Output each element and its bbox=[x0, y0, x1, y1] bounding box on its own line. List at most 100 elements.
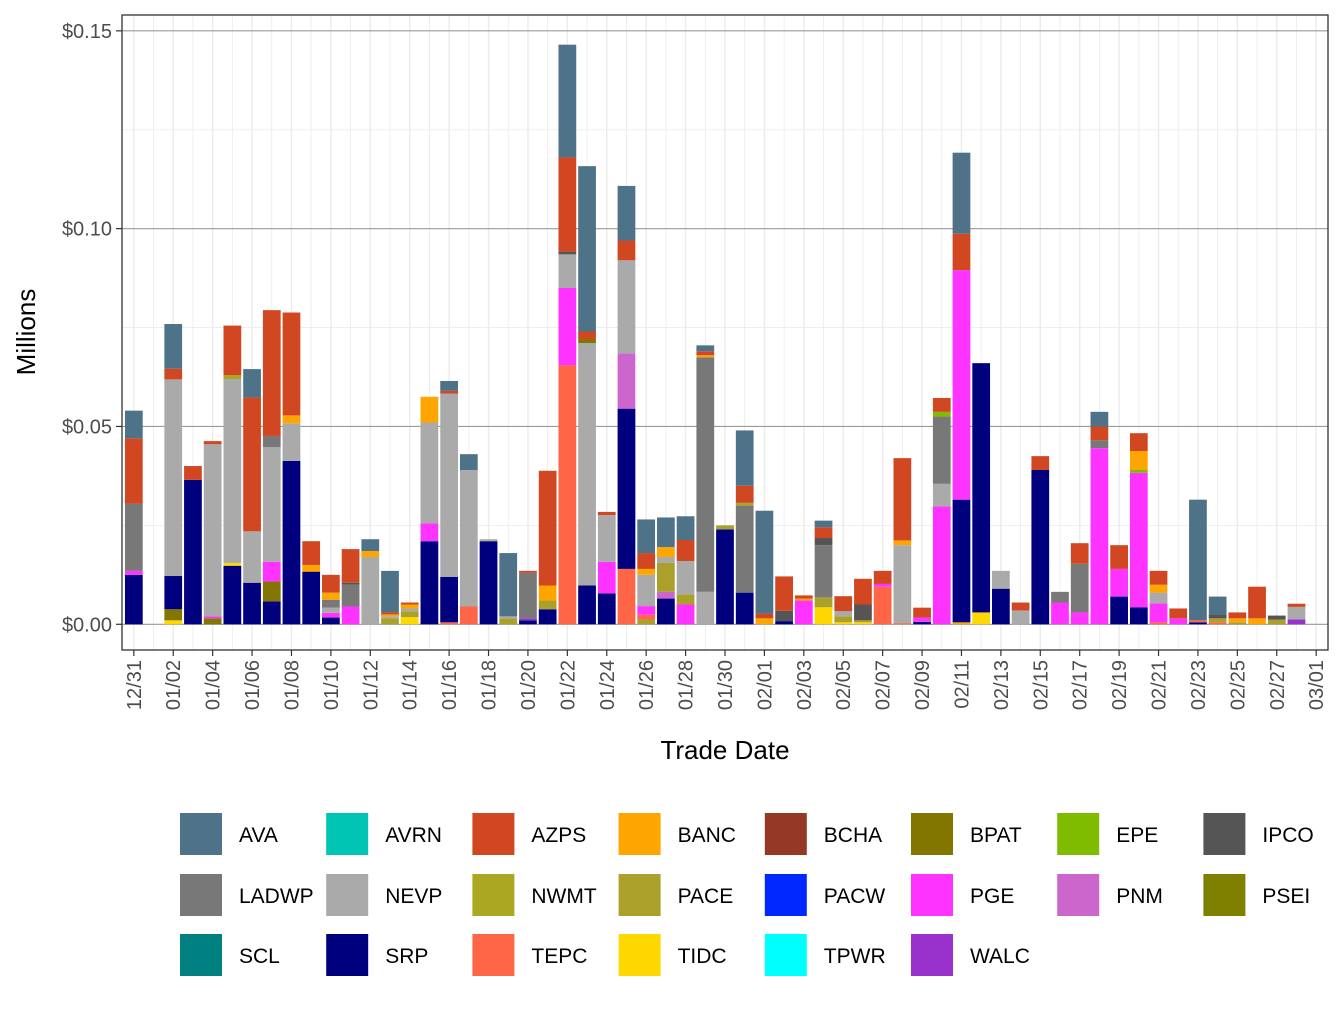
bar-segment-srp-01-07 bbox=[262, 601, 281, 625]
x-tick-label: 01/16 bbox=[439, 660, 461, 710]
bar-segment-pace-01-13 bbox=[381, 618, 399, 625]
bar-segment-ava-02-11 bbox=[952, 152, 971, 234]
bar-segment-banc-01-09 bbox=[302, 564, 321, 572]
bar-segment-pge-01-04 bbox=[203, 616, 222, 619]
legend-item-ipco: IPCO bbox=[1203, 813, 1314, 855]
bar-segment-srp-01-10 bbox=[322, 617, 340, 625]
bar-segment-srp-02-13 bbox=[992, 588, 1010, 625]
bar-segment-banc-02-25 bbox=[1228, 618, 1247, 623]
bar-segment-azps-02-07 bbox=[873, 570, 892, 584]
bar-segment-ava-02-24 bbox=[1208, 596, 1227, 615]
bar-segment-banc-01-08 bbox=[282, 415, 301, 424]
x-tick-label: 01/08 bbox=[281, 660, 303, 710]
bar-segment-pge-02-16 bbox=[1051, 602, 1069, 625]
bar-segment-nevp-01-24 bbox=[597, 515, 616, 562]
legend-item-psei: PSEI bbox=[1203, 874, 1310, 916]
bar-segment-azps-01-21 bbox=[538, 470, 557, 586]
x-tick-label: 02/01 bbox=[754, 660, 776, 710]
y-tick-label: $0.00 bbox=[62, 614, 112, 636]
bar-segment-azps-02-17 bbox=[1070, 543, 1089, 564]
bar-segment-ava-01-31 bbox=[735, 430, 754, 486]
bar-segment-pace-01-14 bbox=[400, 611, 419, 618]
bar-segment-azps-02-18 bbox=[1090, 426, 1109, 441]
bar-segment-nevp-02-21 bbox=[1149, 592, 1168, 604]
legend: AVA AVRN AZPS BANC BCHA BPAT EPE IPCO LADWP NEVP N… bbox=[180, 813, 1314, 976]
bar-segment-pace-01-21 bbox=[538, 600, 557, 610]
bar-segment-ladwp-02-04 bbox=[814, 545, 833, 598]
legend-swatch bbox=[1057, 874, 1100, 916]
bar-segment-bpat-01-07 bbox=[262, 581, 281, 602]
bar-segment-banc-01-14 bbox=[400, 604, 419, 609]
bar-segment-ava-01-06 bbox=[243, 369, 261, 398]
bar-segment-ava-02-23 bbox=[1189, 499, 1207, 621]
bar-segment-tepc-01-26 bbox=[637, 614, 656, 620]
bar-segment-tepc-02-23 bbox=[1189, 620, 1207, 623]
bar-segment-nevp-01-10 bbox=[322, 607, 340, 613]
legend-swatch bbox=[911, 934, 953, 976]
bar-segment-azps-02-06 bbox=[854, 578, 872, 605]
bar-segment-azps-01-08 bbox=[282, 312, 301, 416]
bar-segment-azps-01-07 bbox=[262, 310, 281, 436]
bar-segment-tidc-02-04 bbox=[814, 607, 833, 625]
bar-segment-azps-01-31 bbox=[735, 485, 754, 503]
bar-segment-srp-01-15 bbox=[420, 541, 439, 625]
bar-segment-pge-02-07 bbox=[873, 583, 892, 587]
bar-segment-ava-01-25 bbox=[617, 185, 636, 241]
bar-segment-azps-02-08 bbox=[893, 458, 912, 541]
bar-segment-nevp-01-07 bbox=[262, 447, 281, 562]
x-axis: 12/31 01/02 01/04 01/06 01/08 01/10 01/12 01/14… bbox=[124, 650, 1328, 710]
bar-segment-azps-02-20 bbox=[1129, 433, 1148, 451]
bar-segment-ipco-02-06 bbox=[854, 604, 872, 621]
x-tick-label: 02/27 bbox=[1267, 660, 1289, 710]
bar-segment-ava-02-18 bbox=[1090, 411, 1109, 427]
legend-item-nwmt: NWMT bbox=[472, 874, 597, 916]
bar-segment-walc-01-20 bbox=[519, 618, 537, 621]
bar-segment-azps-01-28 bbox=[676, 540, 695, 561]
bar-segment-banc-02-08 bbox=[893, 540, 912, 546]
bar-segment-srp-02-20 bbox=[1129, 607, 1148, 625]
bar-segment-azps-01-10 bbox=[322, 574, 340, 593]
bar-segment-ava-02-01 bbox=[755, 510, 774, 614]
bar-segment-nevp-01-22 bbox=[558, 254, 577, 288]
bar-segment-ladwp-02-17 bbox=[1070, 563, 1089, 613]
legend-label: LADWP bbox=[239, 885, 314, 908]
bar-segment-pge-01-11 bbox=[341, 606, 360, 625]
bar-segment-banc-01-29 bbox=[696, 355, 715, 358]
legend-label: AVA bbox=[239, 824, 278, 847]
bar-segment-nevp-01-19 bbox=[499, 616, 518, 619]
legend-label: PNM bbox=[1116, 885, 1163, 908]
legend-item-ladwp: LADWP bbox=[180, 874, 314, 916]
legend-label: PSEI bbox=[1262, 885, 1310, 908]
bar-segment-pnm-01-27 bbox=[657, 591, 675, 599]
bar-segment-pge-02-09 bbox=[913, 617, 931, 622]
bar-segment-ava-02-04 bbox=[814, 520, 833, 528]
legend-item-pnm: PNM bbox=[1057, 874, 1163, 916]
bar-segment-tidc-02-06 bbox=[854, 622, 872, 625]
bar-segment-srp-01-02 bbox=[164, 576, 183, 610]
bar-segment-nwmt-01-05 bbox=[223, 375, 242, 379]
bar-segment-srp-01-06 bbox=[243, 582, 261, 625]
bar-segment-ladwp-02-10 bbox=[932, 416, 951, 484]
legend-item-tidc: TIDC bbox=[618, 934, 727, 976]
bar-segment-azps-01-09 bbox=[302, 541, 321, 565]
bar-segment-banc-01-12 bbox=[361, 551, 380, 558]
bar-segment-nevp-01-08 bbox=[282, 423, 301, 461]
legend-label: PACE bbox=[678, 885, 734, 908]
bar-segment-nevp-01-16 bbox=[440, 393, 458, 577]
x-tick-label: 02/03 bbox=[794, 660, 816, 710]
bar-segment-srp-02-15 bbox=[1031, 469, 1050, 625]
bar-segment-ava-01-12 bbox=[361, 539, 380, 552]
bar-segment-srp-01-21 bbox=[538, 609, 557, 625]
bar-segment-banc-02-26 bbox=[1248, 618, 1266, 625]
bar-segment-tidc-02-12 bbox=[972, 612, 991, 625]
legend-swatch bbox=[326, 813, 369, 855]
bar-segment-azps-02-21 bbox=[1149, 570, 1168, 585]
bar-segment-azps-02-03 bbox=[794, 595, 813, 599]
bar-segment-azps-02-19 bbox=[1110, 545, 1128, 569]
y-axis: $0.00 $0.05 $0.10 $0.15 bbox=[62, 21, 122, 636]
bar-segment-azps-02-28 bbox=[1287, 603, 1306, 607]
bar-segment-pace-02-06 bbox=[854, 620, 872, 623]
legend-label: TEPC bbox=[531, 945, 587, 968]
x-tick-label: 02/19 bbox=[1109, 660, 1131, 710]
bar-segment-srp-01-08 bbox=[282, 460, 301, 625]
